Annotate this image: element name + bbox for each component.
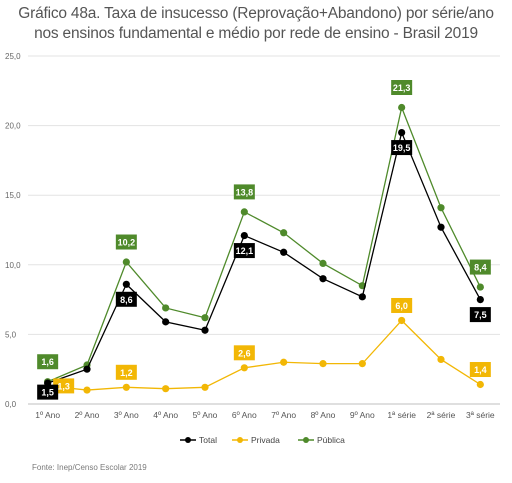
source-note: Fonte: Inep/Censo Escolar 2019 xyxy=(32,463,147,472)
data-label-total: 1,5 xyxy=(41,388,54,398)
data-label-publica-box xyxy=(469,259,491,275)
x-tick-label: 7º Ano xyxy=(271,410,296,420)
data-point-publica xyxy=(162,304,170,312)
x-tick-label: 4º Ano xyxy=(153,410,178,420)
data-label-publica-box xyxy=(37,354,59,370)
data-point-privada xyxy=(358,360,366,368)
data-point-privada xyxy=(162,385,170,393)
chart-title-line-1: Gráfico 48a. Taxa de insucesso (Reprovaç… xyxy=(18,5,494,22)
legend-swatch-marker-total xyxy=(185,437,191,443)
series-lines xyxy=(44,103,484,394)
data-point-publica xyxy=(319,259,327,268)
x-tick-label: 1ª série xyxy=(387,410,416,420)
data-point-privada xyxy=(201,383,209,391)
legend: Total Privada Pública xyxy=(180,435,345,445)
data-label-total: 8,6 xyxy=(120,295,133,305)
x-tick-label: 1º Ano xyxy=(35,410,60,420)
data-point-total xyxy=(476,296,484,304)
data-point-privada xyxy=(476,380,484,389)
legend-swatch-marker-privada xyxy=(237,437,243,443)
data-point-total xyxy=(83,365,91,373)
data-point-privada xyxy=(319,360,327,368)
x-tick-label: 9º Ano xyxy=(350,410,375,420)
data-point-total xyxy=(280,248,288,256)
data-label-privada-box xyxy=(233,345,255,361)
data-label-privada-box xyxy=(469,362,491,378)
x-tick-label: 8º Ano xyxy=(311,410,336,420)
data-point-total xyxy=(122,280,130,288)
x-tick-label: 2ª série xyxy=(427,410,456,420)
data-label-total: 7,5 xyxy=(474,310,487,320)
axes: 0,0 5,0 10,0 15,0 20,0 25,0 1º Ano 2º Ano 3º Ano… xyxy=(5,52,500,420)
x-tick-label: 2º Ano xyxy=(75,410,100,420)
y-tick-label: 25,0 xyxy=(5,52,21,61)
chart-title: Gráfico 48a. Taxa de insucesso (Reprovaç… xyxy=(0,4,512,44)
data-point-total xyxy=(398,128,406,137)
data-point-privada xyxy=(398,316,406,325)
data-label-total-box xyxy=(37,384,59,400)
data-point-total xyxy=(358,293,366,301)
data-label-privada-box xyxy=(115,364,137,380)
gridlines xyxy=(28,55,500,335)
series-line-total xyxy=(47,130,481,384)
data-labels: 1,3 1,2 2,6 6,0 1,4 1,6 10,2 13,8 21,3 8,4 1,5 8,6 1… xyxy=(37,80,491,400)
data-point-publica xyxy=(201,314,209,322)
data-point-total xyxy=(162,318,170,326)
data-label-privada: 1,4 xyxy=(474,365,487,375)
data-label-publica: 1,6 xyxy=(41,357,54,367)
data-label-publica: 13,8 xyxy=(236,187,254,197)
x-tick-label: 3ª série xyxy=(466,410,495,420)
series-line-privada xyxy=(47,319,481,391)
data-point-privada xyxy=(437,355,445,364)
data-point-total xyxy=(201,326,209,334)
y-tick-label: 15,0 xyxy=(5,191,21,200)
chart-title-line-2: nos ensinos fundamental e médio por rede… xyxy=(34,25,478,42)
x-tick-label: 3º Ano xyxy=(114,410,139,420)
data-point-total xyxy=(437,223,445,231)
x-tick-label: 6º Ano xyxy=(232,410,257,420)
series-line-publica xyxy=(47,105,481,383)
data-point-privada xyxy=(240,364,248,372)
data-point-publica xyxy=(476,283,484,291)
data-label-publica-box xyxy=(233,184,255,200)
data-label-privada-box xyxy=(391,297,413,313)
data-point-publica xyxy=(240,208,248,216)
data-label-total-box xyxy=(233,243,255,259)
data-label-publica: 8,4 xyxy=(474,263,487,273)
x-tick-label: 5º Ano xyxy=(193,410,218,420)
data-label-privada: 2,6 xyxy=(238,348,251,358)
data-point-publica xyxy=(280,229,288,237)
data-point-publica xyxy=(122,258,130,266)
data-label-publica: 21,3 xyxy=(393,83,411,93)
data-label-total: 19,5 xyxy=(393,143,411,153)
data-point-total xyxy=(240,231,248,240)
y-tick-label: 10,0 xyxy=(5,261,21,270)
legend-label-publica: Pública xyxy=(317,435,345,445)
y-tick-label: 5,0 xyxy=(5,330,17,339)
data-point-privada xyxy=(122,383,130,391)
data-label-publica: 10,2 xyxy=(118,238,136,248)
legend-swatch-marker-publica xyxy=(303,437,309,443)
data-label-privada: 6,0 xyxy=(395,301,408,311)
legend-label-total: Total xyxy=(199,435,217,445)
data-label-privada: 1,2 xyxy=(120,368,133,378)
y-tick-label: 20,0 xyxy=(5,122,21,131)
data-point-publica xyxy=(398,103,406,112)
data-label-total-box xyxy=(115,291,137,307)
data-label-publica-box xyxy=(115,234,137,250)
data-point-total xyxy=(319,275,327,283)
data-label-total-box xyxy=(391,140,413,156)
data-label-total-box xyxy=(469,307,491,323)
data-point-privada xyxy=(83,386,91,394)
data-label-privada-box xyxy=(53,378,75,394)
data-label-publica-box xyxy=(391,80,413,96)
y-tick-label: 0,0 xyxy=(5,400,17,409)
data-label-privada: 1,3 xyxy=(57,381,70,391)
data-point-publica xyxy=(437,204,445,212)
data-label-total: 12,1 xyxy=(236,246,254,256)
data-point-privada xyxy=(280,358,288,366)
legend-label-privada: Privada xyxy=(251,435,280,445)
